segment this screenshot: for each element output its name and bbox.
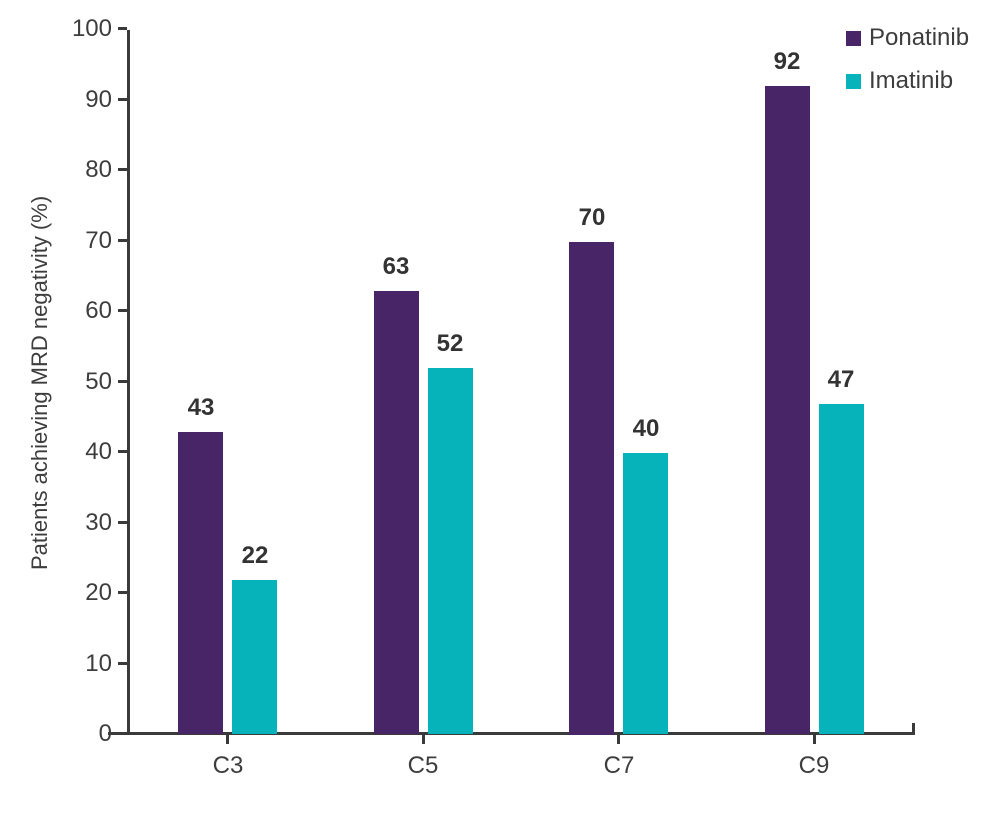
legend-swatch-imatinib: [846, 73, 861, 89]
legend-item-imatinib: Imatinib: [846, 67, 969, 95]
legend-label-ponatinib: Ponatinib: [869, 24, 970, 51]
legend: Ponatinib Imatinib: [846, 24, 969, 95]
x-tick: [422, 735, 425, 744]
y-tick: [118, 380, 127, 383]
bar-imatinib-c7: [623, 453, 668, 734]
legend-item-ponatinib: Ponatinib: [846, 24, 969, 52]
bar-value-label: 92: [773, 48, 801, 75]
y-tick-label: 70: [85, 227, 112, 254]
bar-value-label: 63: [382, 253, 410, 280]
x-tick: [226, 735, 229, 744]
bar-ponatinib-c3: [178, 432, 223, 734]
y-tick-label: 50: [85, 368, 112, 395]
y-tick-label: 0: [98, 720, 112, 747]
bar-ponatinib-c9: [765, 86, 810, 734]
y-tick-label: 60: [85, 297, 112, 324]
bar-value-label: 43: [187, 394, 215, 421]
x-tick-label: C7: [603, 752, 635, 779]
y-tick: [118, 450, 127, 453]
bar-value-label: 22: [241, 542, 269, 569]
bar-ponatinib-c7: [569, 242, 614, 735]
y-axis-line: [127, 30, 130, 735]
x-tick: [617, 735, 620, 744]
bar-value-label: 70: [578, 204, 606, 231]
legend-swatch-ponatinib: [846, 30, 861, 46]
y-tick-label: 20: [85, 579, 112, 606]
y-tick-label: 80: [85, 156, 112, 183]
bar-value-label: 52: [436, 330, 464, 357]
x-tick-label: C3: [212, 752, 244, 779]
bar-ponatinib-c5: [374, 291, 419, 734]
y-tick: [118, 662, 127, 665]
y-tick: [118, 732, 127, 735]
y-tick-label: 100: [71, 15, 112, 42]
bar-value-label: 47: [827, 366, 855, 393]
bar-value-label: 40: [632, 415, 660, 442]
y-tick: [118, 309, 127, 312]
y-tick: [118, 98, 127, 101]
y-tick: [118, 591, 127, 594]
bar-imatinib-c9: [819, 404, 864, 734]
x-tick-label: C5: [407, 752, 439, 779]
bar-imatinib-c5: [428, 368, 473, 734]
x-tick: [813, 735, 816, 744]
x-axis-line: [108, 732, 915, 735]
y-tick: [118, 521, 127, 524]
y-tick-label: 10: [85, 650, 112, 677]
y-tick-label: 40: [85, 438, 112, 465]
y-tick: [118, 27, 127, 30]
bar-imatinib-c3: [232, 580, 277, 734]
legend-label-imatinib: Imatinib: [869, 67, 954, 94]
y-tick: [118, 168, 127, 171]
x-axis-end-cap: [912, 723, 915, 735]
y-tick: [118, 239, 127, 242]
y-tick-label: 90: [85, 86, 112, 113]
y-tick-label: 30: [85, 509, 112, 536]
x-tick-label: C9: [798, 752, 830, 779]
